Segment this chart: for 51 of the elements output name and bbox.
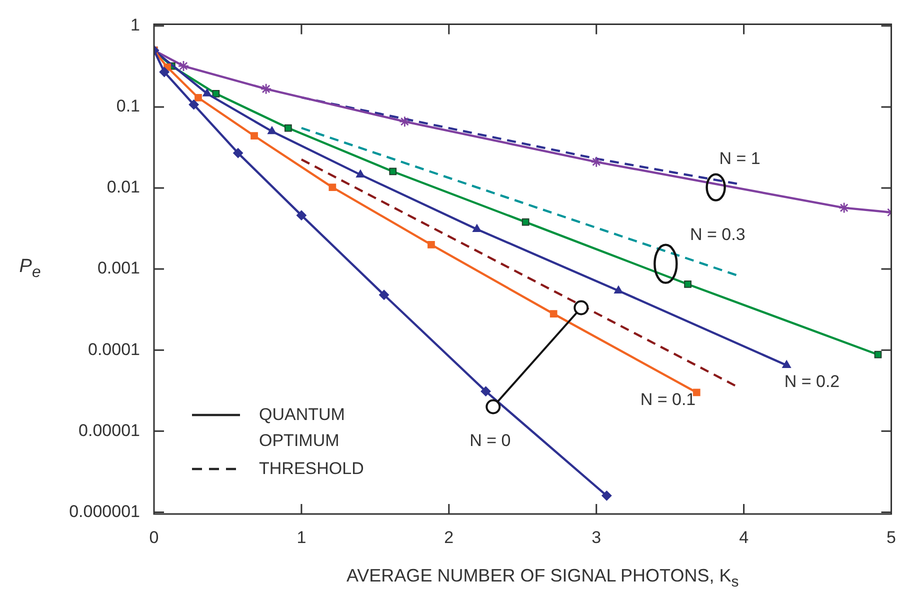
- annotation: N = 0.1: [640, 390, 696, 410]
- y-tick-label: 0.0001: [88, 340, 140, 359]
- point: [328, 184, 336, 191]
- point: [480, 386, 491, 396]
- point: [159, 67, 170, 78]
- annotation: N = 0.3: [690, 224, 746, 245]
- y-tick-label: 1: [130, 16, 140, 35]
- point: [614, 286, 623, 294]
- point: [379, 290, 390, 300]
- point: [268, 126, 276, 134]
- point: [602, 490, 612, 501]
- point: [684, 280, 692, 288]
- x-tick-label: 0: [149, 528, 159, 547]
- x-axis-title: AVERAGE NUMBER OF SIGNAL PHOTONS, K$_{s}$: [346, 566, 739, 590]
- y-tick-label: 0.01: [106, 178, 140, 197]
- point: [389, 168, 397, 176]
- x-tick-label: 5: [886, 528, 896, 547]
- point: [590, 156, 602, 168]
- point: [550, 310, 558, 318]
- x-tick-label: 2: [444, 528, 454, 547]
- annotation: N = 1: [719, 149, 760, 170]
- y-tick-label: 0.1: [116, 96, 140, 116]
- point: [782, 360, 791, 368]
- x-tick-label: 3: [592, 528, 602, 547]
- point: [194, 94, 202, 102]
- point: [212, 90, 220, 98]
- point: [838, 202, 850, 214]
- point: [296, 210, 306, 220]
- y-tick-label: 0.001: [97, 258, 140, 278]
- point: [202, 88, 212, 96]
- point: [188, 100, 199, 110]
- annotation: QUANTUM OPTIMUM: [259, 404, 346, 452]
- point: [233, 148, 244, 158]
- point: [522, 218, 530, 226]
- point: [398, 116, 410, 128]
- point: [250, 132, 258, 140]
- point: [260, 83, 272, 95]
- annotation: THRESHOLD: [259, 458, 365, 480]
- point: [472, 224, 482, 232]
- point: [874, 350, 882, 358]
- y-tick-label: 0.00001: [78, 420, 140, 440]
- point: [284, 124, 292, 132]
- point: [428, 240, 435, 248]
- annotation: N = 0: [470, 430, 511, 451]
- y-axis-title: P$_{e}$: [19, 256, 41, 282]
- x-tick-label: 4: [739, 528, 749, 547]
- point: [356, 170, 365, 178]
- x-tick-label: 1: [296, 528, 306, 547]
- annotation: N = 0.2: [784, 372, 840, 392]
- point: [178, 60, 190, 72]
- y-tick-label: 0.000001: [69, 502, 140, 521]
